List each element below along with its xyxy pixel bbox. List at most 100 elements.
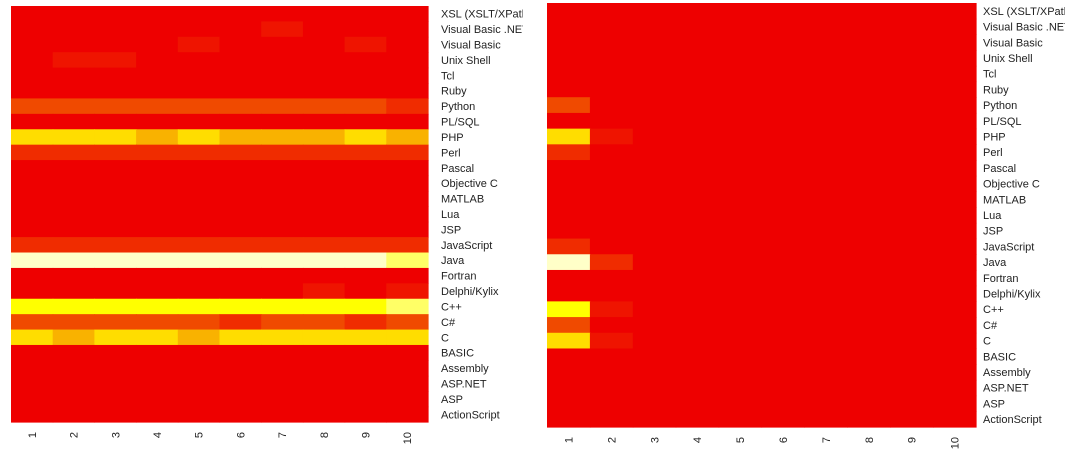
x-tick-label: 9 <box>907 437 919 443</box>
heatmap-cell <box>261 52 304 69</box>
row-label: Python <box>441 101 475 113</box>
row-label: Assembly <box>983 367 1031 379</box>
heatmap-cell <box>136 221 179 238</box>
heatmap-cell <box>632 332 677 350</box>
heatmap-cell <box>344 160 387 177</box>
heatmap-cell <box>933 364 977 381</box>
row-label: JSP <box>441 224 461 236</box>
heatmap-cell <box>589 175 634 193</box>
heatmap-cell <box>11 252 54 269</box>
heatmap-cell <box>589 348 634 365</box>
heatmap-cell <box>52 52 95 69</box>
heatmap-cell <box>94 36 137 53</box>
heatmap-cell <box>847 222 891 240</box>
heatmap-cell <box>933 254 977 271</box>
heatmap-cell <box>675 112 720 130</box>
row-label: C <box>983 336 991 348</box>
heatmap-cell <box>589 128 634 145</box>
row-label: Visual Basic .NET <box>441 24 529 36</box>
heatmap-cell <box>11 52 54 69</box>
row-label: JavaScript <box>983 241 1034 253</box>
row-label: JSP <box>983 226 1003 238</box>
heatmap-cell <box>933 379 977 397</box>
heatmap-cell <box>386 283 429 300</box>
row-label: Lua <box>441 209 460 221</box>
heatmap-cell <box>136 375 179 392</box>
heatmap-cell <box>675 411 720 428</box>
heatmap-cell <box>11 391 54 408</box>
heatmap-cell <box>261 375 304 392</box>
heatmap-cell <box>177 267 221 284</box>
heatmap-cell <box>94 206 137 223</box>
heatmap-cell <box>94 221 137 238</box>
heatmap-cell <box>136 344 179 361</box>
heatmap-cell <box>761 222 805 240</box>
heatmap-cell <box>261 344 304 361</box>
heatmap-cell <box>52 160 95 177</box>
heatmap-cell <box>11 267 54 284</box>
heatmap-cell <box>386 67 429 84</box>
x-tick-label: 7 <box>821 437 833 443</box>
heatmap-cell <box>632 269 677 287</box>
heatmap-cell <box>804 50 848 67</box>
heatmap-cell <box>632 395 677 412</box>
heatmap-cell <box>177 375 221 392</box>
heatmap-cell <box>219 160 262 177</box>
heatmap-cell <box>261 252 304 269</box>
heatmap-cell <box>136 98 179 115</box>
heatmap-cell <box>219 252 262 269</box>
heatmap-cell <box>261 36 304 53</box>
heatmap-cell <box>136 21 179 38</box>
heatmap-cell <box>261 360 304 377</box>
heatmap-cell <box>11 375 54 392</box>
heatmap-cell <box>547 285 591 302</box>
heatmap-cell <box>94 237 137 254</box>
row-label: PL/SQL <box>441 117 480 129</box>
heatmap-cell <box>344 67 387 84</box>
heatmap-cell <box>761 34 805 51</box>
heatmap-cell <box>302 283 346 300</box>
heatmap-cell <box>261 160 304 177</box>
heatmap-cell <box>589 191 634 208</box>
heatmap-cell <box>761 254 805 271</box>
heatmap-cell <box>804 364 848 381</box>
heatmap-cell <box>718 411 763 428</box>
heatmap-cell <box>761 50 805 67</box>
heatmap-cell <box>847 301 891 318</box>
heatmap-cell <box>804 97 848 114</box>
heatmap-cell <box>933 175 977 193</box>
heatmap-cell <box>302 375 346 392</box>
heatmap-cell <box>589 285 634 302</box>
heatmap-cell <box>890 18 934 35</box>
x-tick-label: 10 <box>402 432 414 444</box>
heatmap-cell <box>933 160 977 177</box>
heatmap-cell <box>933 238 977 255</box>
heatmap-cell <box>219 406 262 423</box>
heatmap-cell <box>933 317 977 334</box>
heatmap-cell <box>761 317 805 334</box>
heatmap-cell <box>302 406 346 423</box>
heatmap-cell <box>344 314 387 331</box>
heatmap-cell <box>847 65 891 83</box>
heatmap-cell <box>933 285 977 302</box>
row-label: C# <box>983 320 998 332</box>
heatmap-cell <box>52 206 95 223</box>
heatmap-cell <box>890 285 934 302</box>
heatmap-cell <box>302 113 346 130</box>
heatmap-cell <box>718 238 763 255</box>
heatmap-cell <box>804 269 848 287</box>
heatmap-cell <box>136 113 179 130</box>
heatmap-right: XSL (XSLT/XPath) Visual Basic .NET Visual … <box>547 3 1065 449</box>
heatmap-cell <box>302 67 346 84</box>
heatmap-cell <box>386 36 429 53</box>
heatmap-cell <box>547 160 591 177</box>
heatmap-cell <box>718 254 763 271</box>
heatmap-cell <box>804 379 848 397</box>
heatmap-cell <box>177 252 221 269</box>
heatmap-cell <box>261 283 304 300</box>
heatmap-cell <box>547 395 591 412</box>
row-label: Perl <box>983 147 1003 159</box>
heatmap-cell <box>52 67 95 84</box>
heatmap-cell <box>136 83 179 100</box>
heatmap-cell <box>847 144 891 161</box>
